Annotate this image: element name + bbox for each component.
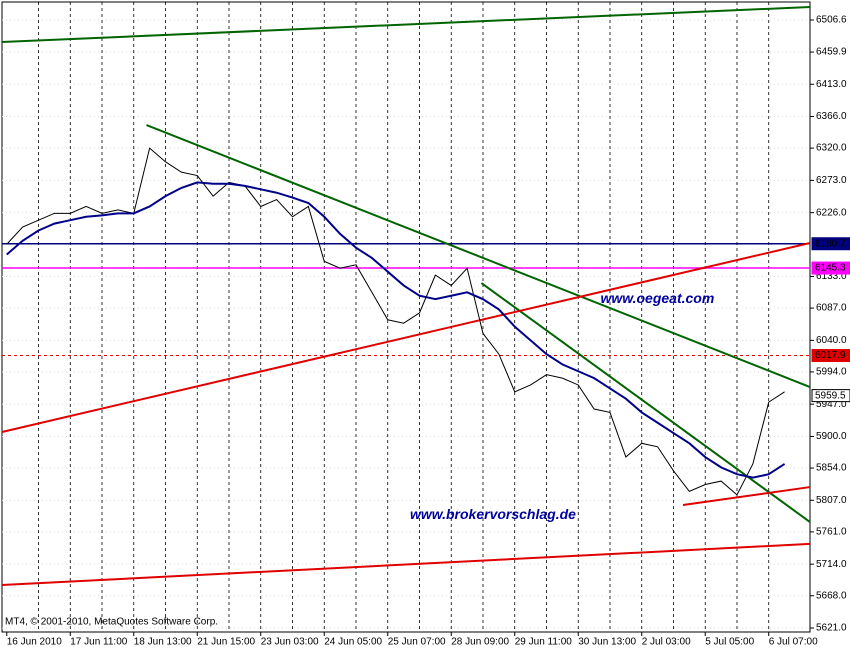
- x-tick-label: 21 Jun 15:00: [197, 637, 255, 648]
- y-tick-label: 5994.0: [816, 367, 847, 378]
- y-tick-label: 6133.0: [816, 271, 847, 282]
- copyright: MT4, © 2001-2010, MetaQuotes Software Co…: [5, 617, 218, 628]
- x-tick-label: 2 Jul 03:00: [642, 637, 691, 648]
- trendline: [1, 242, 811, 433]
- price-series: [6, 181, 786, 479]
- x-tick-label: 17 Jun 11:00: [70, 637, 128, 648]
- y-tick-label: 5668.0: [816, 590, 847, 601]
- y-tick-label: 6320.0: [816, 143, 847, 154]
- price-label: 6145.3: [815, 263, 846, 274]
- y-tick-label: 6087.0: [816, 303, 847, 314]
- y-tick-label: 5900.0: [816, 431, 847, 442]
- price-label: 6017.9: [815, 350, 846, 361]
- x-tick-label: 23 Jun 03:00: [261, 637, 319, 648]
- trendline: [1, 6, 811, 44]
- y-tick-label: 6040.0: [816, 335, 847, 346]
- x-tick-label: 30 Jun 13:00: [578, 637, 636, 648]
- x-tick-label: 5 Jul 05:00: [705, 637, 754, 648]
- y-tick-label: 5807.0: [816, 495, 847, 506]
- price-label-bg: [811, 237, 850, 251]
- x-tick-label: 28 Jun 09:00: [451, 637, 509, 648]
- y-tick-label: 6459.9: [816, 47, 847, 58]
- price-label-bg: [811, 349, 850, 363]
- y-tick-label: 5714.0: [816, 559, 847, 570]
- price-series: [6, 147, 785, 496]
- y-tick-label: 6366.0: [816, 111, 847, 122]
- y-tick-label: 6226.0: [816, 207, 847, 218]
- y-tick-label: 6413.0: [816, 79, 847, 90]
- y-tick-label: 6506.6: [816, 15, 847, 26]
- y-tick-label: 5947.0: [816, 399, 847, 410]
- price-label-bg: [811, 389, 850, 403]
- y-tick-label: 5854.0: [816, 463, 847, 474]
- trendline: [1, 542, 811, 587]
- trendline: [480, 282, 811, 523]
- x-tick-label: 16 Jun 2010: [7, 637, 62, 648]
- x-tick-label: 29 Jun 11:00: [515, 637, 573, 648]
- y-tick-label: 5621.0: [816, 623, 847, 634]
- trendline: [146, 124, 811, 388]
- x-tick-label: 25 Jun 07:00: [388, 637, 446, 648]
- y-tick-label: 5761.0: [816, 527, 847, 538]
- x-tick-label: 24 Jun 05:00: [324, 637, 382, 648]
- y-tick-label: 6273.0: [816, 175, 847, 186]
- trendline: [682, 486, 811, 507]
- x-tick-label: 6 Jul 07:00: [769, 637, 818, 648]
- x-tick-label: 18 Jun 13:00: [134, 637, 192, 648]
- site-annotation: www.oegeat.com: [600, 290, 714, 306]
- price-label-bg: [811, 261, 850, 275]
- price-label: 6180.7: [815, 238, 846, 249]
- price-label: 5959.5: [815, 390, 846, 401]
- site-annotation: www.brokervorschlag.de: [410, 506, 576, 522]
- plot-frame: [1, 1, 811, 633]
